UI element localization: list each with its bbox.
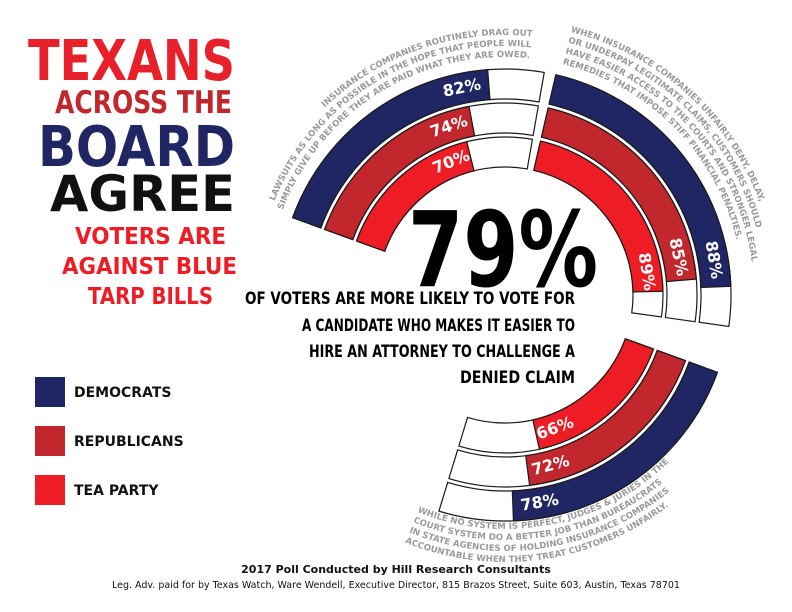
headline-text: DENIED CLAIM — [460, 368, 575, 388]
footer-source: 2017 Poll Conducted by Hill Research Con… — [241, 563, 551, 576]
headline-text: OF VOTERS ARE MORE LIKELY TO VOTE FOR — [245, 289, 575, 309]
legend-label: TEA PARTY — [74, 483, 159, 499]
legend-swatch — [35, 377, 65, 407]
bar — [533, 140, 664, 293]
legend-label: REPUBLICANS — [74, 434, 184, 450]
headline: 79% — [408, 189, 598, 311]
bar — [291, 69, 491, 229]
radial-bars: 82%74%70%88%85%89%78%72%66% — [291, 68, 732, 522]
headline-text: HIRE AN ATTORNEY TO CHALLENGE A — [309, 342, 576, 362]
title-line: TEXANS — [28, 29, 235, 94]
bar — [525, 349, 687, 487]
legend-swatch — [35, 475, 65, 505]
headline-block: 79% OF VOTERS ARE MORE LIKELY TO VOTE FO… — [245, 189, 598, 388]
title-line: BOARD — [38, 115, 235, 180]
headline-text: A CANDIDATE WHO MAKES IT EASIER TO — [302, 316, 575, 336]
bar — [323, 105, 476, 241]
bar — [511, 361, 719, 522]
legend-label: DEMOCRATS — [74, 385, 171, 401]
bar — [548, 74, 732, 289]
footer: 2017 Poll Conducted by Hill Research Con… — [112, 563, 680, 591]
title-block: TEXANS ACROSS THE BOARD AGREE VOTERS ARE… — [28, 29, 237, 310]
subtitle-line: VOTERS ARE — [75, 224, 226, 250]
legend: DEMOCRATS REPUBLICANS TEA PARTY — [35, 377, 184, 505]
legend-swatch — [35, 426, 65, 456]
title-line: ACROSS THE — [55, 85, 232, 121]
bar — [532, 338, 655, 450]
bar — [540, 107, 697, 283]
subtitle-line: TARP BILLS — [88, 284, 213, 310]
subtitle-line: AGAINST BLUE — [62, 254, 237, 280]
bar — [355, 140, 475, 252]
footer-disclaimer: Leg. Adv. paid for by Texas Watch, Ware … — [112, 580, 680, 591]
title-line: AGREE — [50, 165, 235, 223]
